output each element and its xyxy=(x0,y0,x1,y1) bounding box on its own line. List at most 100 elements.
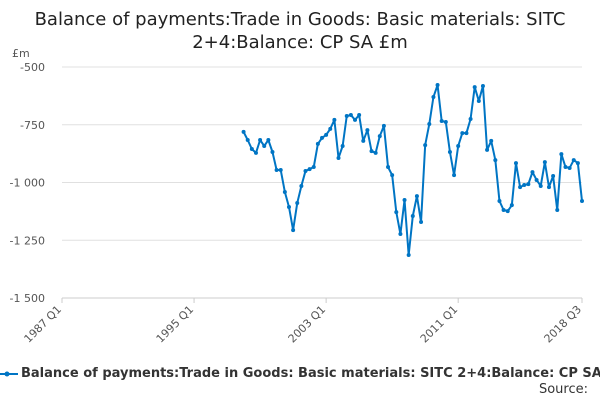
data-point xyxy=(361,138,366,143)
y-tick-label: -750 xyxy=(20,119,45,132)
data-point xyxy=(402,198,407,203)
data-point xyxy=(282,189,287,194)
data-point xyxy=(369,149,374,154)
data-point xyxy=(485,147,490,152)
data-point xyxy=(253,150,258,155)
y-tick-label: -500 xyxy=(20,61,45,74)
data-point xyxy=(431,95,436,100)
data-point xyxy=(286,204,291,209)
data-point xyxy=(567,165,572,170)
data-point xyxy=(505,209,510,214)
data-point xyxy=(270,150,275,155)
data-point xyxy=(291,228,296,233)
data-point xyxy=(303,168,308,173)
data-point xyxy=(443,119,448,124)
data-point xyxy=(501,207,506,212)
data-point xyxy=(245,137,250,142)
data-point xyxy=(307,167,312,172)
data-point xyxy=(262,144,267,149)
x-tick-label: 2003 Q1 xyxy=(286,303,329,346)
data-point xyxy=(452,173,457,178)
data-point xyxy=(340,144,345,149)
data-point xyxy=(315,141,320,146)
data-point xyxy=(559,152,564,157)
data-point xyxy=(258,137,263,142)
data-point xyxy=(398,232,403,237)
data-point xyxy=(241,129,246,134)
y-axis-unit: £m xyxy=(12,47,30,60)
data-point xyxy=(274,168,279,173)
data-point xyxy=(344,113,349,118)
data-point xyxy=(563,165,568,170)
x-tick-label: 1995 Q1 xyxy=(154,303,197,346)
data-point xyxy=(373,150,378,155)
data-point xyxy=(419,220,424,225)
data-point xyxy=(493,158,498,163)
data-point xyxy=(414,194,419,199)
data-point xyxy=(320,135,324,140)
data-point xyxy=(530,170,535,175)
data-point xyxy=(365,128,370,133)
data-point xyxy=(353,117,358,122)
data-point xyxy=(571,158,576,163)
data-point xyxy=(381,123,386,128)
data-point xyxy=(386,165,391,170)
data-point xyxy=(328,126,333,131)
data-point xyxy=(534,177,539,182)
source-label: Source: xyxy=(538,382,588,397)
data-point xyxy=(460,131,465,136)
data-point xyxy=(456,144,461,149)
data-point xyxy=(468,116,473,121)
data-point xyxy=(480,83,485,88)
data-point xyxy=(295,201,300,206)
data-point xyxy=(518,185,523,190)
data-point xyxy=(348,113,353,118)
legend-label: Balance of payments:Trade in Goods: Basi… xyxy=(21,366,600,381)
data-point xyxy=(377,134,382,139)
data-point xyxy=(311,165,316,170)
legend: Balance of payments:Trade in Goods: Basi… xyxy=(0,366,600,381)
data-point xyxy=(249,147,254,152)
data-point xyxy=(522,183,527,188)
data-point xyxy=(538,183,543,188)
x-tick-label: 2018 Q3 xyxy=(542,303,585,346)
data-point xyxy=(476,98,481,103)
x-tick-label: 2011 Q1 xyxy=(418,303,461,346)
data-point xyxy=(580,198,584,203)
y-tick-label: -1 500 xyxy=(10,292,45,305)
data-point xyxy=(278,168,283,173)
data-point xyxy=(542,160,547,165)
data-point xyxy=(551,174,556,179)
data-point xyxy=(497,198,502,203)
data-point xyxy=(390,173,395,178)
data-point xyxy=(472,85,477,90)
data-point xyxy=(423,143,428,148)
data-point xyxy=(324,132,329,137)
chart-title: Balance of payments:Trade in Goods: Basi… xyxy=(34,9,566,53)
data-point xyxy=(509,203,514,208)
data-point xyxy=(299,183,304,188)
data-point xyxy=(336,156,341,161)
x-tick-label: 1987 Q1 xyxy=(22,303,65,346)
data-point xyxy=(394,210,399,215)
data-point xyxy=(427,122,432,127)
data-point xyxy=(410,213,415,218)
y-tick-label: -1 000 xyxy=(10,177,45,190)
data-point xyxy=(439,119,444,124)
data-point xyxy=(464,131,469,136)
data-point xyxy=(406,253,411,258)
y-tick-label: -1 250 xyxy=(10,234,45,247)
legend-line-icon xyxy=(0,371,18,376)
data-point xyxy=(435,83,440,88)
data-point xyxy=(555,207,560,212)
data-point xyxy=(266,137,271,142)
data-point xyxy=(526,182,531,187)
data-point xyxy=(332,117,337,122)
data-point xyxy=(489,138,494,143)
data-point xyxy=(546,185,551,190)
data-point xyxy=(513,161,518,166)
data-point xyxy=(447,150,452,155)
data-point xyxy=(357,113,362,118)
data-point xyxy=(575,161,580,166)
